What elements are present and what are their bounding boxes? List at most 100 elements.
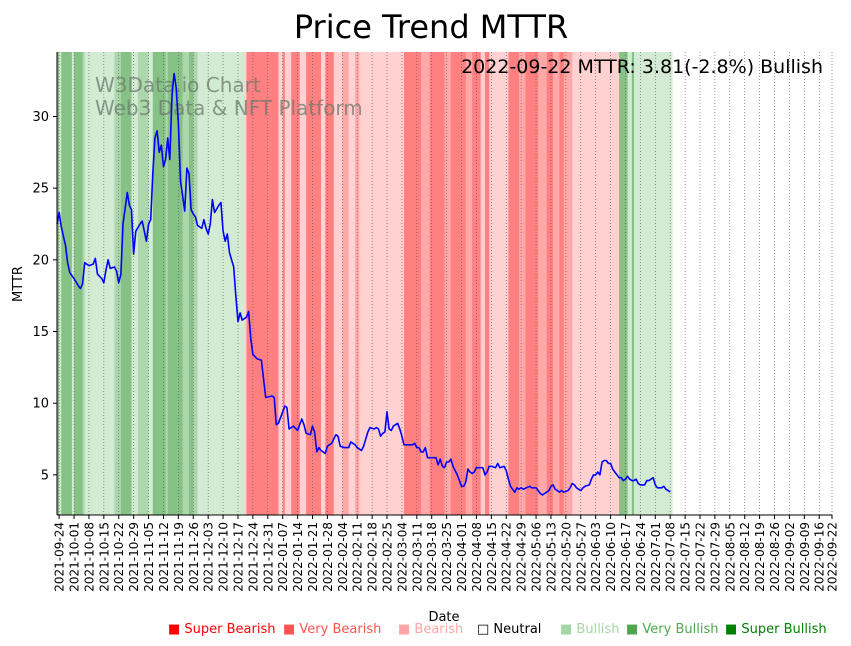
- x-tick-label: 2022-08-05: [723, 522, 737, 592]
- regime-band-very-bearish: [291, 52, 301, 515]
- regime-band-mid-bearish: [563, 52, 573, 515]
- legend-label: Neutral: [493, 622, 541, 637]
- legend-item: ■ Bearish: [398, 622, 463, 637]
- x-tick-label: 2022-02-18: [366, 522, 380, 592]
- x-tick-label: 2021-10-08: [82, 522, 96, 592]
- regime-band-bullish: [627, 52, 633, 515]
- series-group: [56, 72, 671, 496]
- date-gridlines: [58, 52, 833, 515]
- regime-band-bearish: [333, 52, 343, 515]
- x-tick-label: 2022-05-27: [574, 522, 588, 592]
- y-ticks: 5 10 15 20 25 30: [32, 110, 57, 483]
- regime-band-very-bearish: [306, 52, 322, 515]
- legend-marker-icon: ■: [560, 622, 576, 637]
- regime-band-very-bullish: [167, 52, 183, 515]
- x-tick-label: 2022-05-13: [544, 522, 558, 592]
- regime-band-bullish: [148, 52, 154, 515]
- x-tick-label: 2021-09-24: [53, 522, 67, 592]
- regime-band-very-bullish: [631, 52, 635, 515]
- legend-item: ■ Bullish: [560, 622, 619, 637]
- regime-band-very-bearish: [546, 52, 554, 515]
- regime-band-very-bearish: [429, 52, 445, 515]
- regime-band-mid-bearish: [553, 52, 560, 515]
- legend-item: □ Neutral: [477, 622, 541, 637]
- regime-band-very-bearish: [404, 52, 422, 515]
- x-tick-label: 2021-10-01: [68, 522, 82, 592]
- legend-marker-icon: ■: [283, 622, 299, 637]
- x-tick-label: 2022-08-12: [738, 522, 752, 592]
- x-tick-label: 2021-12-31: [261, 522, 275, 592]
- x-tick-label: 2021-12-24: [246, 522, 260, 592]
- legend-item: ■ Super Bearish: [168, 622, 276, 637]
- x-tick-label: 2022-04-22: [500, 522, 514, 592]
- legend-marker-icon: ■: [725, 622, 741, 637]
- legend-marker-icon: ■: [626, 622, 642, 637]
- x-tick-label: 2022-01-28: [321, 522, 335, 592]
- x-tick-label: 2022-09-22: [826, 522, 840, 592]
- regime-band-bearish: [359, 52, 367, 515]
- y-tick-label: 30: [32, 110, 49, 125]
- x-tick-label: 2022-01-14: [291, 522, 305, 592]
- regime-band-bearish: [480, 52, 486, 515]
- legend-marker-icon: ■: [168, 622, 184, 637]
- regime-band-bearish: [278, 52, 283, 515]
- regime-band-very-bearish: [525, 52, 539, 515]
- x-tick-label: 2021-12-10: [217, 522, 231, 592]
- x-tick-label: 2022-07-22: [693, 522, 707, 592]
- regime-band-mid-bullish: [114, 52, 122, 515]
- x-tick-label: 2022-02-25: [381, 522, 395, 592]
- legend-label: Super Bullish: [741, 622, 826, 637]
- regime-band-very-bullish: [61, 52, 73, 515]
- regime-band-mid-bullish: [137, 52, 149, 515]
- regime-background: [57, 52, 673, 515]
- x-tick-label: 2022-04-29: [515, 522, 529, 592]
- regime-band-very-bullish: [74, 52, 83, 515]
- regime-band-bullish: [633, 52, 673, 515]
- legend-label: Bullish: [576, 622, 619, 637]
- x-tick-label: 2022-01-21: [306, 522, 320, 592]
- x-axis-label: Date: [428, 610, 459, 625]
- x-tick-label: 2022-05-20: [559, 522, 573, 592]
- regime-band-bearish: [321, 52, 326, 515]
- y-tick-label: 20: [32, 253, 49, 268]
- y-tick-label: 25: [32, 182, 49, 197]
- regime-band-bearish: [244, 52, 247, 515]
- regime-band-very-bearish: [246, 52, 279, 515]
- regime-band-mid-bullish: [193, 52, 198, 515]
- x-tick-label: 2022-06-17: [619, 522, 633, 592]
- legend-label: Bearish: [414, 622, 463, 637]
- y-axis-label: MTTR: [11, 266, 26, 302]
- regime-band-very-bearish: [450, 52, 467, 515]
- regime-band-mid-bearish: [444, 52, 452, 515]
- regime-band-very-bullish: [152, 52, 166, 515]
- regime-band-mid-bearish: [538, 52, 547, 515]
- legend-label: Very Bearish: [299, 622, 381, 637]
- regime-band-mid-bearish: [342, 52, 349, 515]
- regime-band-bullish: [131, 52, 139, 515]
- regime-band-bullish: [59, 52, 62, 515]
- x-tick-label: 2022-01-07: [276, 522, 290, 592]
- regime-band-mid-bullish: [165, 52, 169, 515]
- x-tick-label: 2021-11-05: [142, 522, 156, 592]
- regime-band-bullish: [71, 52, 75, 515]
- legend-label: Very Bullish: [642, 622, 718, 637]
- x-tick-label: 2022-09-02: [783, 522, 797, 592]
- regime-band-very-bullish: [57, 52, 60, 515]
- legend-marker-icon: □: [477, 622, 493, 637]
- x-tick-label: 2022-08-26: [768, 522, 782, 592]
- regime-band-mid-bearish: [421, 52, 430, 515]
- watermark-line-1: W3Data.io Chart: [95, 73, 261, 97]
- watermark-line-2: Web3 Data & NFT Platform: [95, 96, 363, 120]
- x-tick-label: 2021-11-12: [157, 522, 171, 592]
- regime-band-bullish: [84, 52, 115, 515]
- regime-band-very-bearish: [508, 52, 520, 515]
- x-tick-label: 2022-06-24: [634, 522, 648, 592]
- regime-band-very-bullish: [619, 52, 628, 515]
- x-tick-label: 2021-11-19: [172, 522, 186, 592]
- y-tick-label: 15: [32, 325, 49, 340]
- x-tick-label: 2022-08-19: [753, 522, 767, 592]
- regime-band-very-bullish: [120, 52, 132, 515]
- regime-band-very-bearish: [282, 52, 286, 515]
- x-tick-label: 2022-03-11: [410, 522, 424, 592]
- x-tick-label: 2022-04-01: [455, 522, 469, 592]
